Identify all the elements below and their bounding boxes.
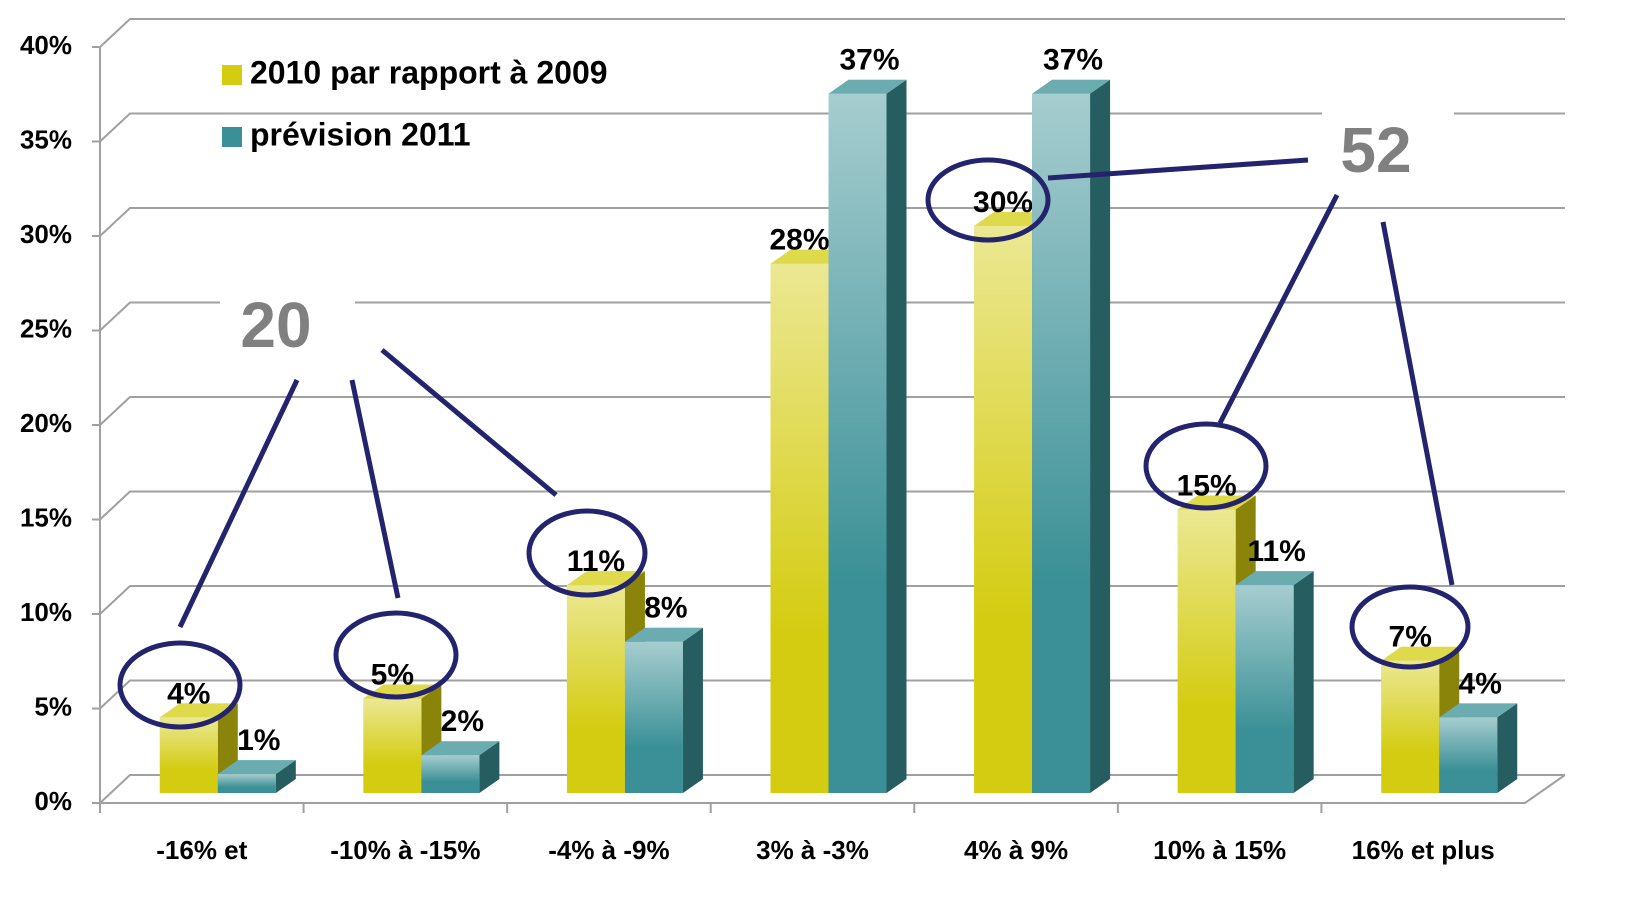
y-tick-label: 20%: [20, 408, 72, 438]
bar-side-shade: [886, 79, 907, 793]
bar-top-shade: [624, 627, 703, 642]
bar-highlight: [363, 698, 422, 793]
floor: [100, 774, 1566, 804]
bar-top: [159, 703, 238, 718]
bar-top-shade: [159, 703, 238, 718]
annotation: 20: [240, 289, 311, 361]
value-label: 30%: [973, 186, 1033, 219]
y-tick-label: 5%: [34, 691, 72, 721]
bar-highlight: [624, 641, 683, 793]
bar-top-shade: [1032, 79, 1111, 94]
value-label: 8%: [644, 592, 687, 625]
legend-swatch: [222, 127, 242, 147]
bar-top: [1439, 703, 1518, 718]
bar-side-shade: [682, 627, 703, 793]
bar-top-shade: [828, 79, 907, 94]
y-tick-label: 25%: [20, 313, 72, 343]
value-label: 37%: [1043, 44, 1103, 77]
legend-label: 2010 par rapport à 2009: [250, 54, 608, 90]
bar-side: [682, 627, 703, 793]
bar-side: [1090, 79, 1111, 793]
bar-side-shade: [479, 741, 500, 793]
value-label: 15%: [1177, 469, 1237, 502]
bar-top: [828, 79, 907, 94]
bar-highlight: [566, 585, 625, 793]
y-tick-label: 35%: [20, 124, 72, 154]
x-tick-label: 16% et plus: [1352, 835, 1495, 865]
annotation-bg: [220, 290, 355, 375]
bar-highlight: [828, 93, 887, 793]
value-label: 11%: [567, 545, 625, 578]
bar-top-shade: [1381, 646, 1460, 661]
bar-side-shade: [275, 760, 296, 793]
plot: 0% 5% 10% 15% 20% 25% 30% 35% 40% -16% et -10% à -…: [20, 18, 1566, 865]
bar-top: [1032, 79, 1111, 94]
bar-top-shade: [217, 760, 296, 775]
bar-highlight: [1439, 717, 1498, 793]
bar-top-shade: [1235, 571, 1314, 586]
value-label: 1%: [237, 724, 280, 757]
y-tick-label: 15%: [20, 502, 72, 532]
x-tick-label: 3% à -3%: [756, 835, 869, 865]
legend-label: prévision 2011: [250, 116, 471, 152]
value-label: 37%: [839, 44, 899, 77]
bar-highlight: [1177, 509, 1236, 793]
bar-side: [886, 79, 907, 793]
bar-top-shade: [1439, 703, 1518, 718]
annotations: 20 52: [117, 100, 1471, 730]
callouts: [117, 157, 1471, 730]
x-tick-label: -16% et: [156, 835, 247, 865]
bar-highlight: [217, 774, 276, 793]
value-label: 5%: [371, 658, 414, 691]
bar-highlight: [421, 755, 480, 793]
value-label: 4%: [167, 677, 210, 710]
bar-side-shade: [1497, 703, 1518, 793]
x-tick-label: -10% à -15%: [330, 835, 480, 865]
bar-side: [1497, 703, 1518, 793]
bar-highlight: [1235, 585, 1294, 793]
grid-line: [99, 18, 1565, 48]
bar-highlight: [770, 263, 829, 793]
value-label: 11%: [1247, 535, 1305, 568]
annotation: 52: [1340, 114, 1411, 186]
bar-side: [479, 741, 500, 793]
x-tick-label: 10% à 15%: [1153, 835, 1286, 865]
value-label: 7%: [1389, 621, 1432, 654]
y-tick-label: 40%: [20, 30, 72, 60]
bar-highlight: [1032, 93, 1091, 793]
y-tick-label: 0%: [34, 786, 72, 816]
bar-side: [1293, 571, 1314, 793]
value-label: 2%: [441, 705, 484, 738]
value-label: 4%: [1459, 667, 1502, 700]
annotation-bg: [1322, 100, 1454, 200]
value-label: 28%: [769, 224, 829, 257]
bar-top-shade: [421, 741, 500, 756]
bar-top: [1381, 646, 1460, 661]
bar-top: [1235, 571, 1314, 586]
legend-swatch: [222, 65, 242, 85]
bar-highlight: [974, 226, 1033, 793]
x-tick-label: 4% à 9%: [964, 835, 1068, 865]
bar-top: [421, 741, 500, 756]
y-tick-label: 30%: [20, 219, 72, 249]
x-tick-label: -4% à -9%: [548, 835, 669, 865]
bar-top: [217, 760, 296, 775]
y-tick-label: 10%: [20, 597, 72, 627]
bar-side-shade: [1090, 79, 1111, 793]
bar-side: [275, 760, 296, 793]
bar-top: [624, 627, 703, 642]
bar-side-shade: [1293, 571, 1314, 793]
bar-highlight: [159, 717, 218, 793]
bar-highlight: [1381, 660, 1440, 793]
